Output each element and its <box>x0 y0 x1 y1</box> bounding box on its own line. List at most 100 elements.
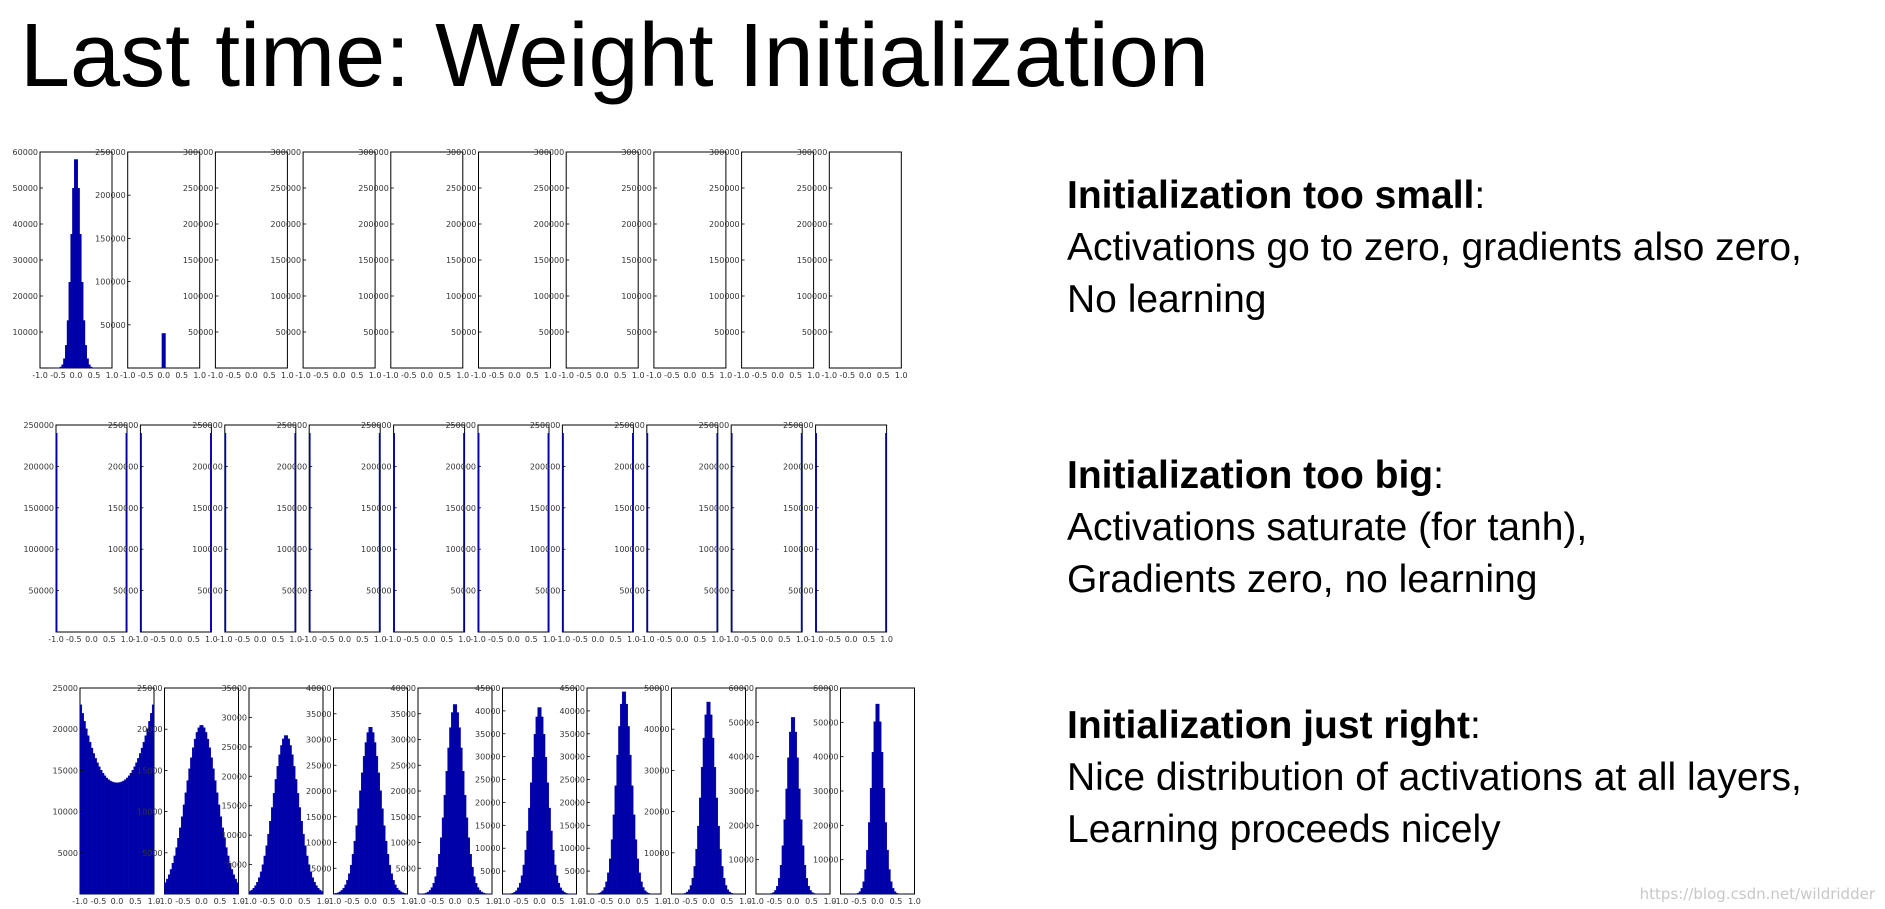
watermark: https://blog.csdn.net/wildridder <box>1639 885 1875 903</box>
x-tick-label: 0.5 <box>214 897 227 906</box>
histogram-bar <box>169 869 173 895</box>
x-tick-label: -1.0 <box>833 897 849 906</box>
histogram-bar <box>539 707 542 895</box>
histogram-bar <box>449 727 452 895</box>
x-tick-label: 1.0 <box>895 371 908 380</box>
y-tick-label: 200000 <box>446 220 477 229</box>
y-tick-label: 10000 <box>306 839 331 848</box>
x-tick-label: -0.5 <box>404 635 420 644</box>
x-tick-label: -0.5 <box>235 635 251 644</box>
histogram-bar <box>717 825 720 895</box>
y-tick-label: 100000 <box>709 292 740 301</box>
x-tick-label: 0.0 <box>508 371 521 380</box>
y-tick-label: 50000 <box>282 587 307 596</box>
histogram-bar <box>781 845 784 895</box>
histogram-bar <box>465 817 469 895</box>
x-tick-label: -1.0 <box>470 635 486 644</box>
x-tick-label: -0.5 <box>851 897 867 906</box>
x-tick-label: 0.0 <box>676 635 689 644</box>
caption-line: Activations go to zero, gradients also z… <box>1067 226 1802 269</box>
histogram-bar <box>541 716 544 895</box>
y-tick-label: 200000 <box>277 462 308 471</box>
x-tick-label: 0.0 <box>507 635 520 644</box>
histogram-bar <box>805 878 809 895</box>
x-tick-label: 0.0 <box>245 371 258 380</box>
x-tick-label: 0.5 <box>636 897 649 906</box>
x-tick-label: -1.0 <box>241 897 257 906</box>
histogram-bar <box>778 878 781 895</box>
histogram-bar <box>151 704 155 895</box>
histogram-bar <box>464 794 467 895</box>
histogram-bar <box>445 771 448 895</box>
histogram-bar <box>779 865 783 895</box>
histogram-bar <box>361 772 364 895</box>
histogram-bar <box>131 770 134 895</box>
histogram-bar <box>393 433 396 633</box>
histogram-bar <box>892 888 895 895</box>
histogram-bar <box>390 873 393 895</box>
x-tick-label: 0.5 <box>877 371 890 380</box>
histogram-bar <box>79 234 82 369</box>
x-tick-label: 0.0 <box>85 635 98 644</box>
histogram-bar <box>895 892 899 895</box>
y-tick-label: 250000 <box>108 421 139 430</box>
histogram-panel-frame <box>730 424 803 633</box>
y-tick-label: 100000 <box>534 292 565 301</box>
histogram-bar <box>81 281 84 369</box>
x-tick-label: 1.0 <box>401 897 414 906</box>
histogram-bar <box>59 366 62 369</box>
y-tick-label: 50000 <box>802 328 827 337</box>
y-tick-label: 200000 <box>23 462 54 471</box>
histogram-bar <box>85 728 88 895</box>
histogram-bar <box>477 887 480 895</box>
histogram-bar <box>199 725 202 895</box>
y-tick-label: 300000 <box>183 148 214 157</box>
histogram-bar <box>811 892 814 895</box>
caption-too-big: Initialization too big: Activations satu… <box>1067 450 1587 606</box>
y-tick-label: 250000 <box>614 421 645 430</box>
histogram-bar <box>232 874 235 895</box>
histogram-bar <box>715 797 718 895</box>
y-tick-label: 20000 <box>137 725 162 734</box>
histogram-panel-frame <box>224 424 297 633</box>
histogram-bar <box>723 877 726 895</box>
histogram-bar <box>88 364 91 369</box>
x-tick-label: -1.0 <box>821 371 837 380</box>
x-tick-label: 0.5 <box>272 635 285 644</box>
histogram-bar <box>877 703 880 895</box>
x-tick-label: -0.5 <box>664 371 680 380</box>
y-tick-label: 100000 <box>445 545 476 554</box>
histogram-bar <box>171 863 174 895</box>
histogram-bar <box>396 887 399 895</box>
y-tick-label: 150000 <box>108 504 139 513</box>
x-tick-label: 0.5 <box>609 635 622 644</box>
histogram-bar <box>309 871 313 895</box>
histogram-bar <box>392 879 395 895</box>
y-tick-label: 200000 <box>797 220 828 229</box>
y-tick-label: 30000 <box>560 753 585 762</box>
x-tick-label: 0.5 <box>467 897 480 906</box>
histogram-bar <box>803 865 807 895</box>
histogram-bar <box>634 839 638 895</box>
x-tick-label: 0.5 <box>778 635 791 644</box>
y-tick-label: 150000 <box>192 504 223 513</box>
histogram-bar <box>530 782 533 895</box>
histogram-bar <box>467 837 471 895</box>
caption-just-right: Initialization just right: Nice distribu… <box>1067 700 1802 856</box>
y-tick-label: 10000 <box>53 808 78 817</box>
y-tick-label: 10000 <box>391 839 416 848</box>
y-tick-label: 150000 <box>361 504 392 513</box>
histogram-bar <box>344 884 347 895</box>
histogram-bar <box>638 872 641 895</box>
histogram-bar <box>210 433 212 633</box>
histogram-bar <box>423 893 426 895</box>
histogram-bar <box>319 889 322 895</box>
histogram-bar <box>193 738 197 895</box>
histogram-bar <box>687 889 691 895</box>
histogram-bar <box>320 891 324 895</box>
histogram-bar <box>627 726 630 895</box>
histogram-bar <box>188 768 191 895</box>
histogram-bar <box>100 770 103 895</box>
histogram-bar <box>374 742 377 895</box>
x-tick-label: -0.5 <box>150 635 166 644</box>
